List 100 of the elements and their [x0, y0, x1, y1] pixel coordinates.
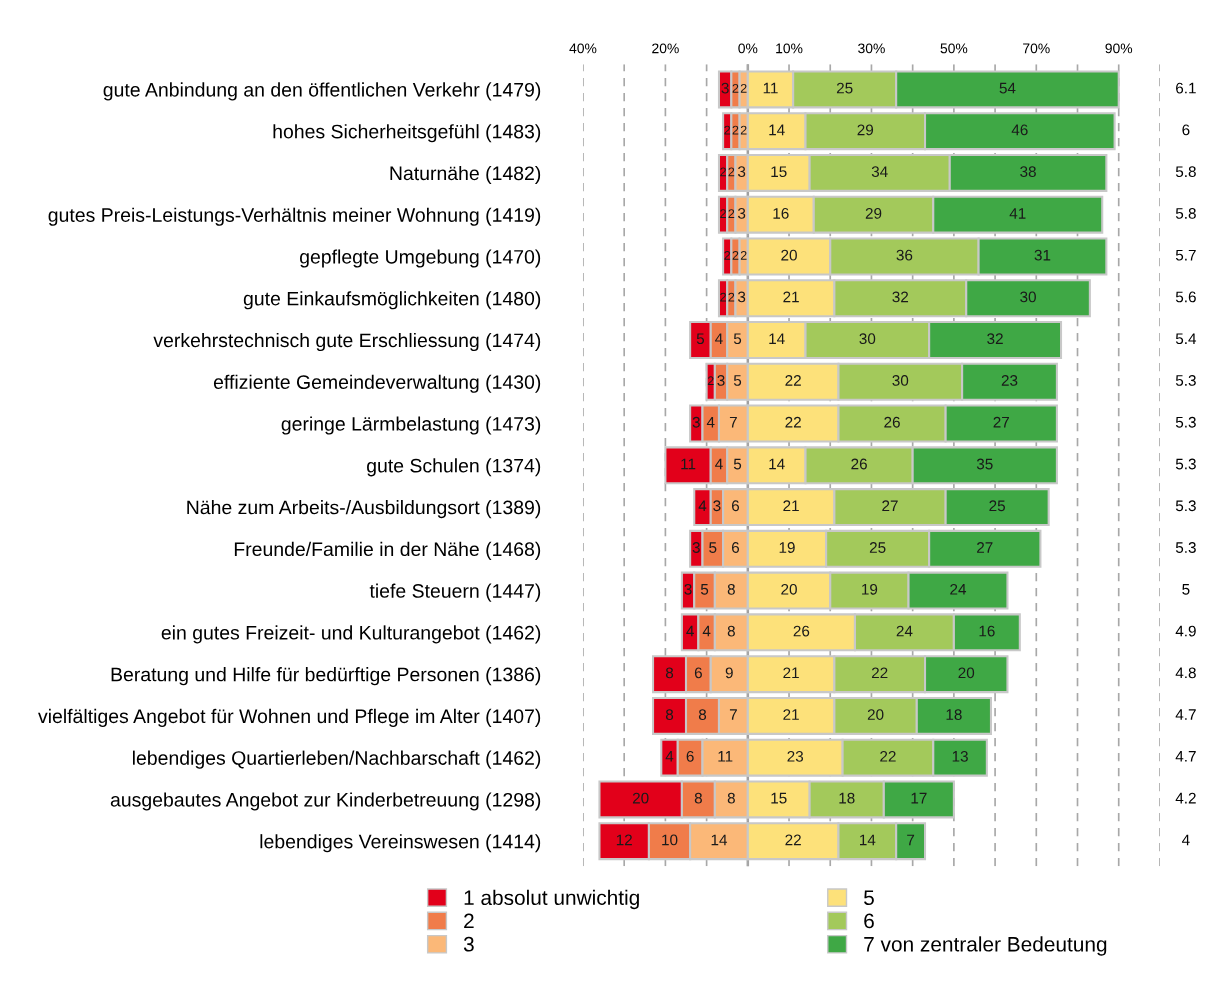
y-tick-label: hohes Sicherheitsgefühl (1483) — [273, 124, 541, 143]
data-label: 4 — [702, 625, 711, 637]
data-label: 7 — [729, 709, 737, 720]
data-label: 22 — [871, 667, 888, 679]
data-label: 4 — [715, 333, 723, 344]
data-label: 22 — [785, 416, 801, 428]
x-tick-label: 30% — [858, 43, 885, 54]
y-tick-label: vielfältiges Angebot für Wohnen und Pflege im Alter (1407) — [38, 708, 541, 727]
data-label: 2 — [720, 209, 726, 218]
data-label: 3 — [737, 291, 746, 303]
data-label: 20 — [867, 709, 884, 720]
text: 6 — [1182, 124, 1190, 136]
data-label: 8 — [727, 792, 735, 804]
data-label: 20 — [958, 667, 975, 679]
data-label: 2 — [740, 83, 747, 93]
y-tick-label: Freunde/Familie in der Nähe (1468) — [234, 541, 541, 560]
data-label: 19 — [862, 583, 878, 595]
data-label: 6 — [731, 542, 740, 553]
data-label: 20 — [781, 583, 797, 595]
text: 6.1 — [1176, 82, 1196, 94]
data-label: 2 — [720, 167, 726, 177]
text: 5.3 — [1175, 375, 1196, 386]
data-label: 29 — [857, 124, 874, 136]
data-label: 3 — [717, 375, 725, 386]
y-tick-label: lebendiges Vereinswesen (1414) — [260, 834, 541, 853]
y-tick-label: gute Schulen (1374) — [367, 458, 541, 477]
data-label: 15 — [771, 166, 787, 178]
data-label: 24 — [896, 625, 913, 637]
data-label: 4 — [698, 500, 707, 512]
data-label: 27 — [977, 542, 993, 553]
text: 5.3 — [1175, 500, 1196, 512]
data-label: 32 — [892, 291, 909, 303]
data-label: 14 — [860, 834, 876, 846]
data-label: 25 — [869, 542, 886, 553]
data-label: 2 — [732, 83, 739, 93]
y-tick-label: effiziente Gemeindeverwaltung (1430) — [213, 374, 541, 393]
legend-label: 7 von zentraler Bedeutung — [864, 936, 1107, 956]
data-label: 19 — [779, 542, 795, 553]
data-label: 2 — [740, 125, 747, 135]
legend-label: 6 — [864, 913, 874, 929]
data-label: 2 — [707, 376, 714, 385]
x-tick-label: 20% — [652, 43, 679, 54]
data-label: 25 — [989, 500, 1005, 512]
data-label: 41 — [1009, 208, 1026, 219]
x-tick-label: 10% — [776, 43, 803, 54]
legend-label: 3 — [463, 936, 474, 952]
data-label: 7 — [729, 416, 737, 428]
y-tick-label: verkehrstechnisch gute Erschliessung (1474) — [153, 332, 541, 352]
data-label: 25 — [836, 82, 853, 94]
data-label: 16 — [773, 207, 789, 219]
data-label: 26 — [851, 458, 867, 470]
y-tick-label: gepflegte Umgebung (1470) — [300, 249, 541, 268]
data-label: 15 — [771, 792, 787, 804]
data-label: 8 — [727, 625, 735, 637]
data-label: 2 — [728, 209, 735, 218]
legend-label: 5 — [864, 890, 874, 906]
data-label: 6 — [686, 750, 694, 762]
data-label: 5 — [696, 333, 705, 345]
data-label: 3 — [692, 416, 700, 428]
data-label: 17 — [911, 792, 927, 804]
data-label: 8 — [698, 709, 707, 720]
text: 5.6 — [1175, 291, 1196, 303]
data-label: 27 — [993, 416, 1009, 428]
data-label: 46 — [1011, 124, 1028, 136]
data-label: 8 — [665, 667, 674, 679]
data-label: 4 — [665, 751, 674, 762]
text: 4.8 — [1175, 667, 1196, 679]
data-label: 31 — [1034, 249, 1051, 261]
text: 5.3 — [1175, 542, 1196, 553]
x-tick-label: 40% — [569, 43, 597, 54]
text: 5.4 — [1175, 333, 1197, 345]
text: 4 — [1181, 834, 1190, 846]
data-label: 30 — [892, 375, 909, 386]
y-tick-label: lebendiges Quartierleben/Nachbarschaft (1462) — [132, 750, 541, 769]
data-label: 2 — [720, 292, 726, 302]
text: 5.7 — [1175, 249, 1196, 261]
y-tick-label: Beratung und Hilfe für bedürftige Personen (1386) — [111, 667, 541, 686]
data-label: 5 — [733, 333, 742, 345]
text: 5.8 — [1175, 166, 1196, 178]
data-label: 26 — [884, 416, 900, 428]
data-label: 4 — [706, 416, 715, 428]
data-label: 7 — [907, 834, 915, 846]
data-label: 2 — [732, 125, 739, 135]
text: 4.7 — [1175, 709, 1196, 720]
data-label: 26 — [793, 625, 810, 637]
legend-label: 1 absolut unwichtig — [464, 889, 639, 910]
data-label: 54 — [999, 82, 1016, 94]
data-label: 3 — [721, 82, 729, 94]
data-label: 8 — [694, 792, 702, 804]
data-label: 18 — [946, 709, 962, 720]
data-label: 3 — [713, 500, 721, 512]
y-tick-label: gute Anbindung an den öffentlichen Verkehr (1479) — [103, 82, 541, 101]
data-label: 34 — [871, 166, 888, 178]
data-label: 2 — [728, 292, 735, 302]
data-label: 24 — [950, 583, 967, 595]
data-label: 2 — [724, 250, 731, 260]
data-label: 22 — [785, 834, 801, 846]
data-label: 30 — [1020, 291, 1036, 303]
y-tick-label: gute Einkaufsmöglichkeiten (1480) — [243, 291, 541, 310]
y-tick-label: ausgebautes Angebot zur Kinderbetreuung (1298) — [110, 792, 541, 811]
